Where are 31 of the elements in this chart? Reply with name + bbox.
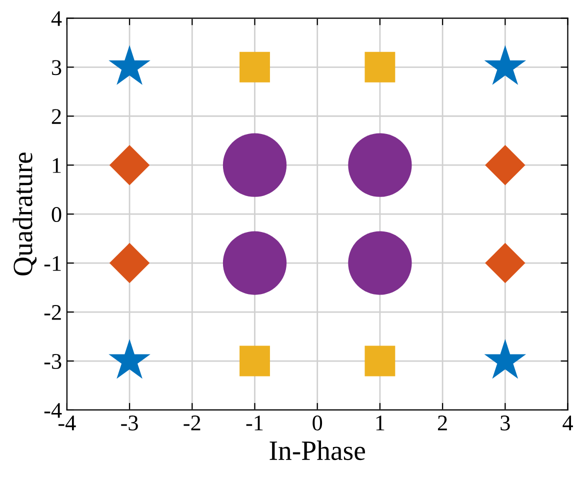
x-tick-label: 1 <box>376 416 384 430</box>
x-tick-label: -2 <box>184 416 200 430</box>
point <box>109 242 150 284</box>
y-tick-label: 4 <box>51 11 62 26</box>
x-tick-label: -1 <box>246 416 263 430</box>
y-tick-label: 2 <box>52 109 61 124</box>
x-axis-title: In-Phase <box>270 440 365 460</box>
y-tick-label: 3 <box>52 60 62 76</box>
x-tick-label: 4 <box>562 416 573 430</box>
y-tick-label: -3 <box>44 354 62 369</box>
point <box>348 133 412 197</box>
point <box>109 144 150 186</box>
point <box>240 346 270 376</box>
point <box>364 52 396 82</box>
y-tick-label: -2 <box>44 305 61 320</box>
point <box>364 346 396 376</box>
y-tick-label: -4 <box>44 403 62 418</box>
point <box>348 231 412 295</box>
point <box>485 242 526 284</box>
point <box>222 133 287 197</box>
point <box>240 52 270 82</box>
y-tick-label: 0 <box>52 207 62 222</box>
point <box>485 144 526 186</box>
x-tick-label: 0 <box>312 415 322 430</box>
x-tick-label: -3 <box>121 416 138 430</box>
y-tick-label: -1 <box>44 256 61 271</box>
x-tick-label: 2 <box>438 416 447 430</box>
x-tick-label: 3 <box>500 416 510 430</box>
point <box>222 231 287 295</box>
y-tick-label: 1 <box>52 158 61 173</box>
y-axis-title: Quadrature <box>12 152 37 276</box>
